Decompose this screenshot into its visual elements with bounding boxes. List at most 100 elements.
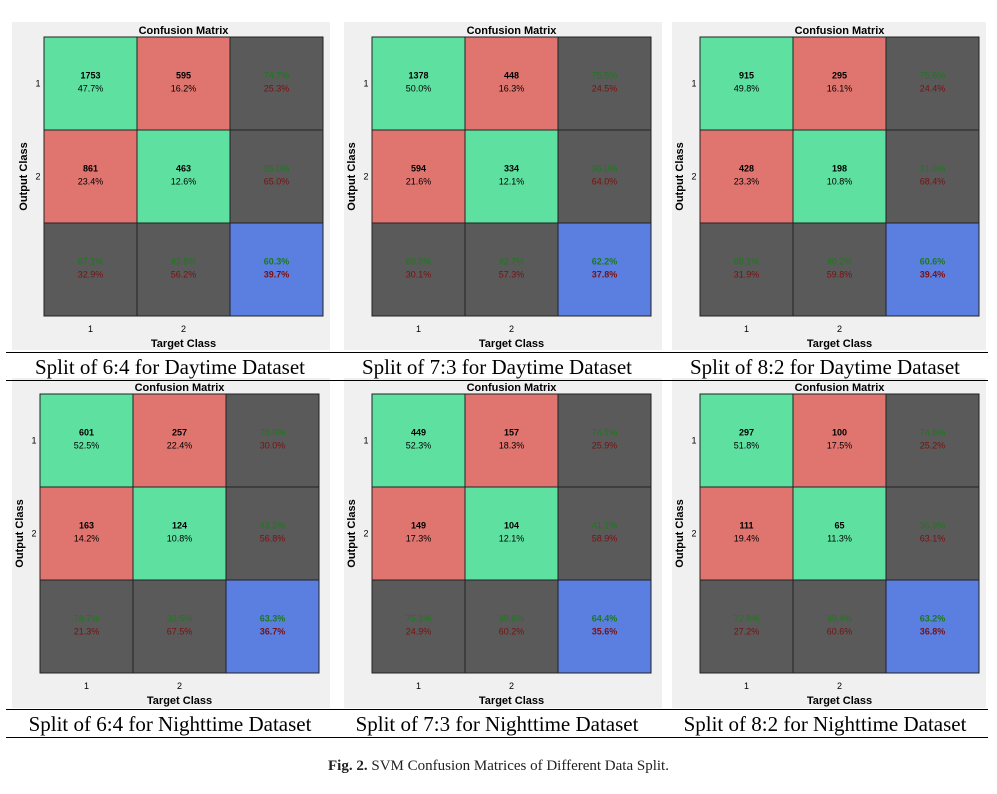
row-summary-cell-2: [225, 486, 320, 581]
row-summary-cell-2: [885, 486, 980, 581]
x-tick-label: 1: [744, 324, 749, 334]
col-recall: 67.1%: [78, 257, 104, 267]
cell-count: 463: [176, 164, 191, 174]
x-tick-label: 1: [744, 681, 749, 691]
cell-percent: 17.3%: [406, 534, 432, 544]
cell-count: 157: [504, 428, 519, 438]
x-axis-label: Target Class: [807, 695, 872, 707]
y-tick-label: 1: [31, 436, 36, 446]
col-error: 59.8%: [827, 270, 853, 280]
x-axis-label: Target Class: [151, 338, 216, 350]
overall-accuracy-cell: [885, 579, 980, 674]
matrix-cell-r2-c1: [39, 486, 134, 581]
col-error: 21.3%: [74, 627, 100, 637]
matrix-cell-r1-c1: [371, 393, 466, 488]
y-axis-label: Output Class: [346, 142, 358, 210]
cell-count: 594: [411, 164, 426, 174]
overall-accuracy-cell: [225, 579, 320, 674]
row-precision: 31.6%: [920, 164, 946, 174]
x-axis-label: Target Class: [807, 338, 872, 350]
row-error: 65.0%: [264, 177, 290, 187]
x-axis-label: Target Class: [479, 695, 544, 707]
cell-percent: 12.1%: [499, 177, 525, 187]
row-error: 24.5%: [592, 84, 618, 94]
y-tick-label: 1: [363, 436, 368, 446]
x-tick-label: 2: [837, 681, 842, 691]
row-precision: 36.9%: [920, 521, 946, 531]
confusion-matrix-panel-4: Confusion Matrix 601 52.5% 257 22.4% 70.0% 30.…: [12, 378, 330, 708]
confusion-matrix-panel-2: Confusion Matrix 1378 50.0% 448 16.3% 75.5% 24…: [344, 22, 662, 350]
y-tick-label: 2: [363, 172, 368, 182]
x-axis-label: Target Class: [479, 338, 544, 350]
panel-caption: Split of 7:3 for Daytime Dataset: [361, 355, 633, 379]
row-error: 25.3%: [264, 84, 290, 94]
cell-count: 65: [834, 521, 844, 531]
matrix-cell-r2-c2: [792, 129, 887, 224]
col-summary-cell-1: [699, 579, 794, 674]
col-error: 57.3%: [499, 270, 525, 280]
row-precision: 75.5%: [592, 71, 618, 81]
y-tick-label: 1: [691, 79, 696, 89]
col-summary-cell-1: [43, 222, 138, 317]
matrix-cell-r2-c2: [464, 486, 559, 581]
x-tick-label: 1: [416, 681, 421, 691]
y-tick-label: 1: [35, 79, 40, 89]
cell-count: 111: [739, 521, 753, 531]
panel-caption: Split of 8:2 for Daytime Dataset: [689, 355, 961, 379]
cell-percent: 12.1%: [499, 534, 525, 544]
cell-percent: 12.6%: [171, 177, 197, 187]
panel-caption: Split of 6:4 for Daytime Dataset: [34, 355, 306, 379]
y-axis-label: Output Class: [346, 499, 358, 567]
confusion-matrix-panel-3: Confusion Matrix 915 49.8% 295 16.1% 75.6% 24.…: [672, 22, 986, 350]
x-tick-label: 2: [837, 324, 842, 334]
col-summary-cell-2: [464, 222, 559, 317]
overall-error: 36.7%: [260, 627, 286, 637]
row-summary-cell-1: [229, 36, 324, 131]
col-recall: 39.4%: [827, 614, 853, 624]
row-error: 24.4%: [920, 84, 946, 94]
col-summary-cell-1: [699, 222, 794, 317]
panel-caption: Split of 8:2 for Nighttime Dataset: [683, 712, 967, 736]
overall-accuracy-cell: [557, 222, 652, 317]
col-recall: 42.7%: [499, 257, 525, 267]
chart-title: Confusion Matrix: [467, 382, 558, 394]
col-summary-cell-2: [792, 579, 887, 674]
col-summary-cell-1: [371, 579, 466, 674]
y-tick-label: 2: [363, 529, 368, 539]
col-summary-cell-2: [464, 579, 559, 674]
y-axis-label: Output Class: [18, 142, 30, 210]
cell-percent: 52.5%: [74, 441, 100, 451]
confusion-matrix-svg: Confusion Matrix 915 49.8% 295 16.1% 75.6% 24.…: [674, 25, 980, 350]
overall-error: 39.4%: [920, 270, 946, 280]
matrix-cell-r2-c1: [43, 129, 138, 224]
row-error: 25.2%: [920, 441, 946, 451]
row-summary-cell-1: [557, 36, 652, 131]
row-error: 64.0%: [592, 177, 618, 187]
row-error: 58.9%: [592, 534, 618, 544]
y-tick-label: 2: [691, 172, 696, 182]
row-summary-cell-1: [225, 393, 320, 488]
cell-count: 595: [176, 71, 191, 81]
x-tick-label: 1: [416, 324, 421, 334]
cell-count: 334: [504, 164, 519, 174]
row-error: 30.0%: [260, 441, 286, 451]
matrix-cell-r1-c1: [371, 36, 466, 131]
cell-percent: 51.8%: [734, 441, 760, 451]
row-error: 68.4%: [920, 177, 946, 187]
cell-count: 297: [739, 428, 754, 438]
cell-count: 428: [739, 164, 754, 174]
matrix-cell-r1-c2: [792, 36, 887, 131]
y-tick-label: 2: [31, 529, 36, 539]
row-precision: 75.6%: [920, 71, 946, 81]
caption-rule-bottom-2: [6, 737, 988, 738]
row-summary-cell-2: [229, 129, 324, 224]
col-summary-cell-1: [371, 222, 466, 317]
col-recall: 69.9%: [406, 257, 432, 267]
overall-accuracy-cell: [885, 222, 980, 317]
row-precision: 41.1%: [592, 521, 618, 531]
col-recall: 32.5%: [167, 614, 193, 624]
row-error: 56.8%: [260, 534, 286, 544]
cell-percent: 52.3%: [406, 441, 432, 451]
cell-count: 448: [504, 71, 519, 81]
matrix-cell-r1-c1: [39, 393, 134, 488]
